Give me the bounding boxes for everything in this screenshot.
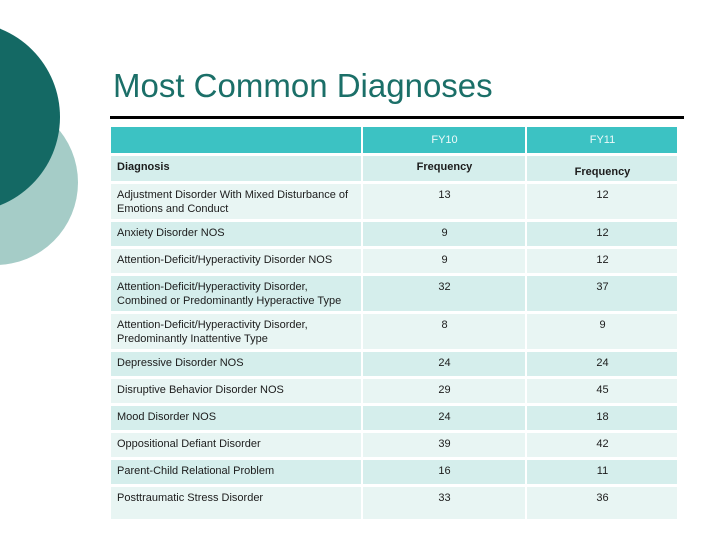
table-row: Anxiety Disorder NOS 9 12 <box>111 222 677 246</box>
diagnosis-cell: Posttraumatic Stress Disorder <box>111 487 361 519</box>
fy11-frequency-cell: 9 <box>527 314 677 349</box>
table-row: Depressive Disorder NOS 24 24 <box>111 352 677 376</box>
table-row: Posttraumatic Stress Disorder 33 36 <box>111 487 677 519</box>
fy11-frequency-cell: 42 <box>527 433 677 457</box>
table-row: Adjustment Disorder With Mixed Disturban… <box>111 184 677 219</box>
table-row-fiscal-years: FY10 FY11 <box>111 127 677 153</box>
diagnosis-cell: Anxiety Disorder NOS <box>111 222 361 246</box>
table-row: Attention-Deficit/Hyperactivity Disorder… <box>111 276 677 311</box>
diagnosis-cell: Parent-Child Relational Problem <box>111 460 361 484</box>
fy11-frequency-cell: 12 <box>527 184 677 219</box>
fy10-frequency-cell: 32 <box>363 276 525 311</box>
diagnosis-cell: Attention-Deficit/Hyperactivity Disorder… <box>111 276 361 311</box>
diagnoses-table: FY10 FY11 Diagnosis Frequency Frequency … <box>109 124 679 522</box>
blank-header-cell <box>111 127 361 153</box>
table-row: Mood Disorder NOS 24 18 <box>111 406 677 430</box>
fy10-frequency-cell: 8 <box>363 314 525 349</box>
fy10-frequency-cell: 9 <box>363 249 525 273</box>
fy10-frequency-cell: 24 <box>363 406 525 430</box>
fy11-frequency-cell: 12 <box>527 249 677 273</box>
diagnosis-cell: Disruptive Behavior Disorder NOS <box>111 379 361 403</box>
table-row: Attention-Deficit/Hyperactivity Disorder… <box>111 314 677 349</box>
table-row: Attention-Deficit/Hyperactivity Disorder… <box>111 249 677 273</box>
fy11-frequency-cell: 12 <box>527 222 677 246</box>
table-row: Disruptive Behavior Disorder NOS 29 45 <box>111 379 677 403</box>
table-row: Oppositional Defiant Disorder 39 42 <box>111 433 677 457</box>
fy11-frequency-cell: 11 <box>527 460 677 484</box>
fy10-frequency-cell: 9 <box>363 222 525 246</box>
fy11-frequency-cell: 18 <box>527 406 677 430</box>
diagnosis-cell: Oppositional Defiant Disorder <box>111 433 361 457</box>
slide-title: Most Common Diagnoses <box>113 67 493 104</box>
fy10-frequency-cell: 13 <box>363 184 525 219</box>
table-row: Parent-Child Relational Problem 16 11 <box>111 460 677 484</box>
fy10-frequency-cell: 33 <box>363 487 525 519</box>
fy11-frequency-cell: 36 <box>527 487 677 519</box>
fy10-frequency-header: Frequency <box>363 156 525 181</box>
diagnosis-cell: Attention-Deficit/Hyperactivity Disorder… <box>111 249 361 273</box>
table-row-subheaders: Diagnosis Frequency Frequency <box>111 156 677 181</box>
fy11-frequency-cell: 37 <box>527 276 677 311</box>
fy10-frequency-cell: 39 <box>363 433 525 457</box>
fy11-frequency-header: Frequency <box>527 156 677 181</box>
diagnosis-cell: Adjustment Disorder With Mixed Disturban… <box>111 184 361 219</box>
fy11-frequency-cell: 24 <box>527 352 677 376</box>
diagnosis-column-header: Diagnosis <box>111 156 361 181</box>
fy10-frequency-cell: 16 <box>363 460 525 484</box>
fy11-column-header: FY11 <box>527 127 677 153</box>
title-underline <box>110 116 684 119</box>
diagnosis-cell: Mood Disorder NOS <box>111 406 361 430</box>
fy10-frequency-cell: 29 <box>363 379 525 403</box>
fy11-frequency-cell: 45 <box>527 379 677 403</box>
diagnosis-cell: Depressive Disorder NOS <box>111 352 361 376</box>
fy10-frequency-cell: 24 <box>363 352 525 376</box>
fy10-column-header: FY10 <box>363 127 525 153</box>
diagnosis-cell: Attention-Deficit/Hyperactivity Disorder… <box>111 314 361 349</box>
